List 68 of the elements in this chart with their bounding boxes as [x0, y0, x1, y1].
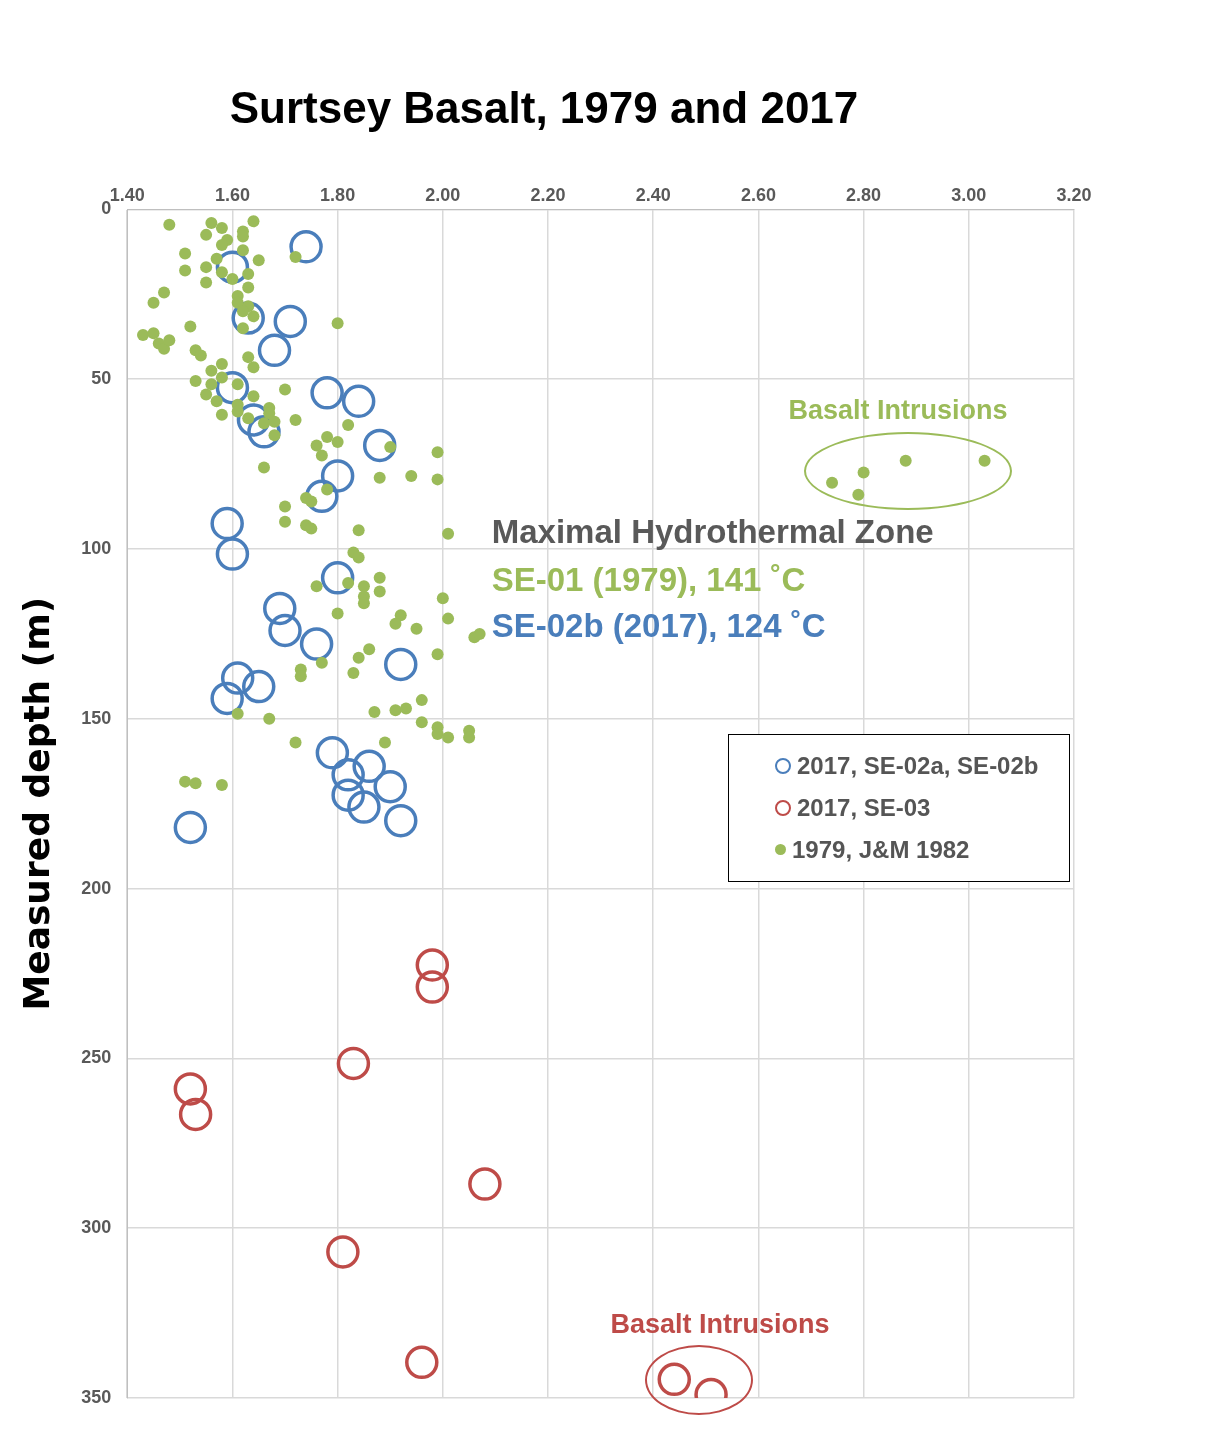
point: [336, 1046, 371, 1081]
y-tick-label: 50: [91, 368, 112, 389]
point: [468, 1167, 502, 1201]
point: [299, 627, 334, 661]
point: [362, 428, 397, 463]
y-tick-label: 0: [101, 198, 112, 219]
point: [289, 230, 323, 264]
annotation: SE-01 (1979), 141 ˚C: [491, 560, 806, 598]
x-tick-label: 2.20: [530, 184, 566, 205]
point: [268, 613, 302, 648]
point: [415, 970, 450, 1004]
point: [315, 736, 350, 770]
point: [320, 459, 355, 493]
y-axis-title: Measured depth (m): [15, 596, 57, 1011]
x-tick-label: 2.60: [740, 184, 776, 205]
point: [331, 778, 365, 812]
legend-label: 2017, SE-02a, SE-02b: [797, 751, 1039, 780]
point: [657, 1362, 691, 1397]
x-tick-label: 1.80: [320, 184, 356, 205]
point: [241, 669, 276, 704]
point: [236, 403, 271, 437]
point: [215, 537, 250, 571]
y-tick-label: 100: [81, 537, 112, 558]
point: [373, 769, 407, 804]
point: [331, 758, 365, 792]
y-tick-label: 350: [81, 1386, 112, 1407]
annotation: Basalt Intrusions: [610, 1308, 830, 1339]
point: [305, 479, 339, 514]
annotation: SE-02b (2017), 124 ˚C: [491, 606, 826, 644]
point: [247, 415, 281, 449]
y-tick-label: 300: [81, 1217, 112, 1238]
legend-label: 2017, SE-03: [797, 793, 931, 822]
point: [210, 681, 244, 716]
x-tick-label: 1.60: [214, 184, 250, 205]
point: [415, 948, 450, 982]
point: [383, 647, 418, 682]
point: [173, 1072, 208, 1106]
chart-title: Surtsey Basalt, 1979 and 2017: [229, 82, 859, 132]
point: [405, 1345, 439, 1380]
point: [173, 810, 208, 845]
point: [320, 561, 355, 595]
y-tick-label: 150: [81, 707, 112, 728]
x-tick-label: 2.80: [846, 184, 882, 205]
x-tick-label: 3.20: [1056, 184, 1092, 205]
point: [210, 506, 244, 541]
point: [263, 591, 297, 626]
annotation: Maximal Hydrothermal Zone: [491, 512, 934, 550]
point: [341, 384, 376, 419]
point: [220, 661, 255, 695]
point: [215, 250, 250, 284]
point: [178, 1097, 213, 1132]
annotation: Basalt Intrusions: [788, 394, 1008, 425]
point: [352, 749, 386, 784]
point: [257, 333, 292, 368]
x-tick-label: 2.00: [425, 184, 461, 205]
point: [326, 1235, 360, 1269]
x-tick-label: 2.40: [635, 184, 671, 205]
x-tick-label: 1.40: [109, 184, 145, 205]
y-tick-label: 200: [81, 877, 112, 898]
point: [347, 790, 381, 824]
x-tick-label: 3.00: [951, 184, 987, 205]
point: [310, 376, 344, 410]
point: [215, 370, 250, 405]
point: [383, 803, 418, 838]
point: [273, 304, 308, 339]
legend-label: 1979, J&M 1982: [792, 835, 970, 864]
point: [231, 301, 265, 335]
y-tick-label: 250: [81, 1047, 112, 1068]
